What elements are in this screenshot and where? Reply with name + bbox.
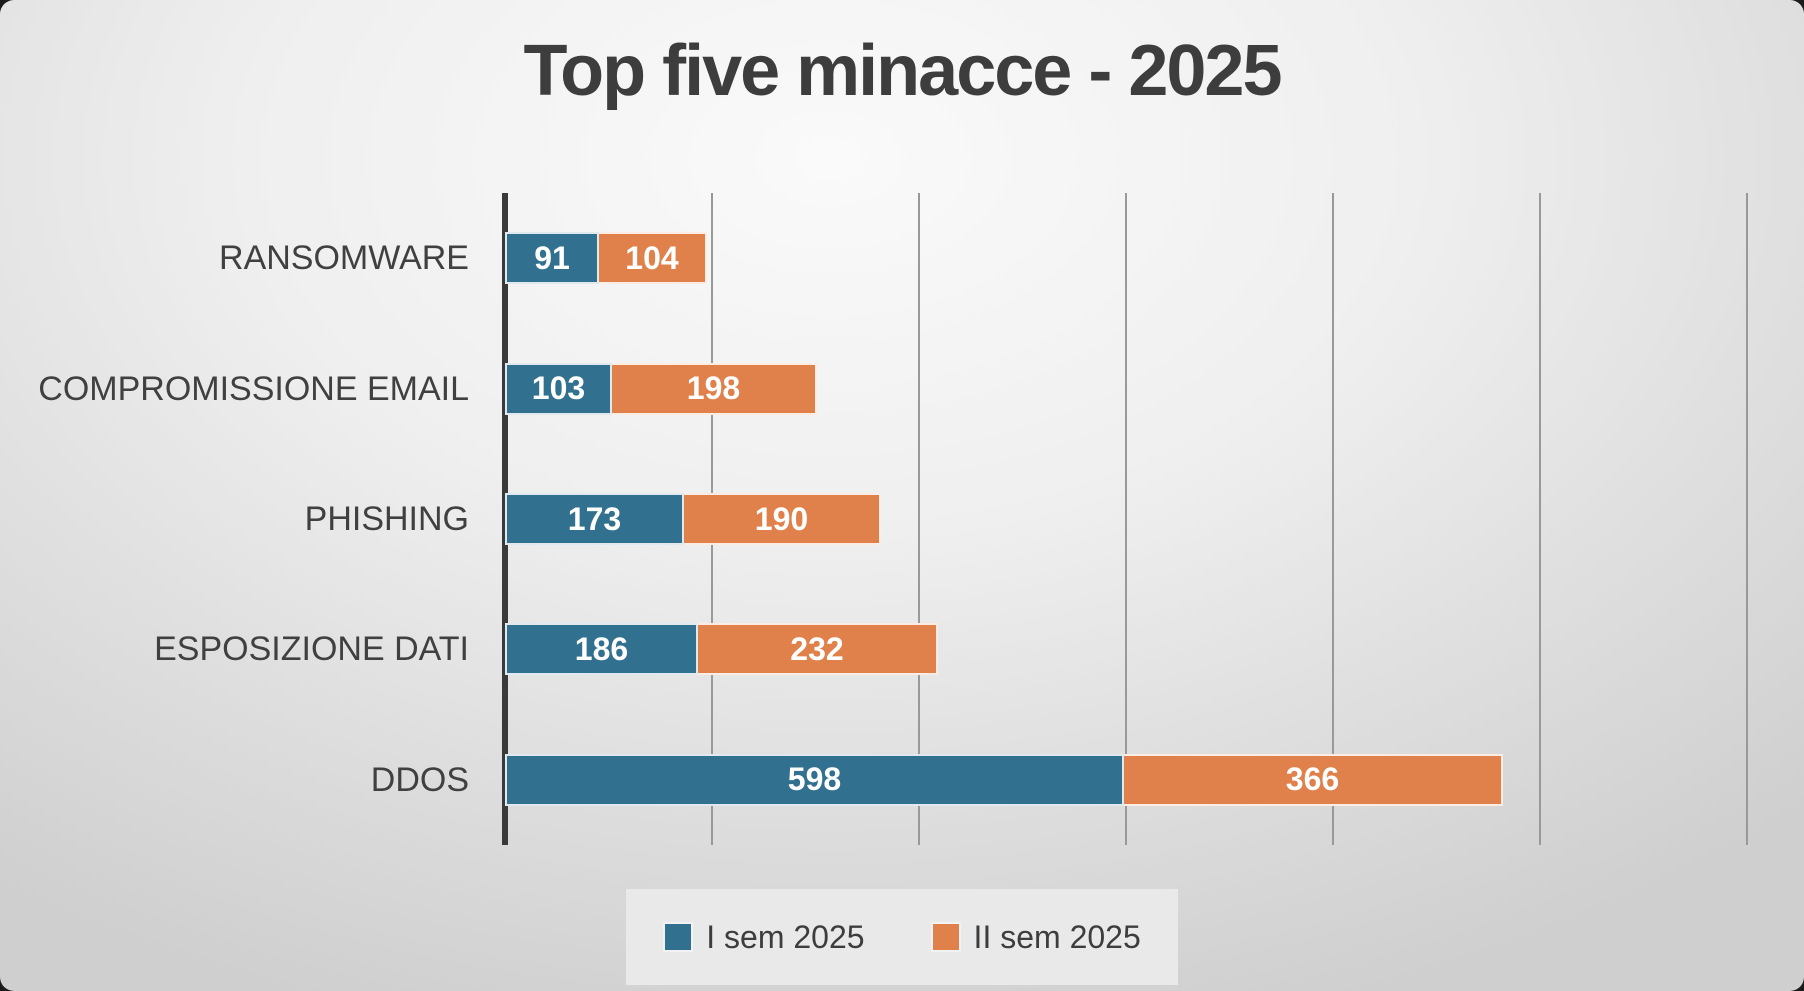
bar-segment: 186 [505,623,698,676]
bar-segment: 198 [612,362,817,415]
bar-row: 173 190 [505,493,881,545]
category-label: COMPROMISSIONE EMAIL [38,369,469,408]
bar-segment: 104 [599,232,707,285]
bar-segment: 173 [505,493,684,545]
plot-area: 91 104 103 198 173 190 186 232 598 366 [502,193,1760,845]
bar-segment: 366 [1124,753,1503,806]
bar-row: 186 232 [505,623,938,676]
legend-label-sem1: I sem 2025 [706,918,865,955]
chart-title: Top five minacce - 2025 [523,31,1282,111]
gridline [918,193,920,845]
gridline [1332,193,1334,845]
gridline [1539,193,1541,845]
category-label: ESPOSIZIONE DATI [154,630,469,669]
legend-item-sem2: II sem 2025 [930,918,1141,956]
category-label: RANSOMWARE [219,239,469,278]
category-label: DDOS [370,760,469,799]
bar-segment: 91 [505,232,599,285]
legend-swatch-sem2-icon [930,922,961,952]
bar-segment: 598 [505,753,1124,806]
legend-swatch-sem1-icon [663,922,694,952]
gridline [1746,193,1748,845]
bar-segment: 232 [698,623,938,676]
legend-label-sem2: II sem 2025 [973,918,1141,955]
gridline [1125,193,1127,845]
bar-row: 103 198 [505,362,817,415]
bar-segment: 190 [684,493,881,545]
bar-row: 598 366 [505,753,1503,806]
legend-item-sem1: I sem 2025 [663,918,865,956]
legend: I sem 2025 II sem 2025 [626,889,1178,985]
category-label: PHISHING [304,500,469,538]
bar-row: 91 104 [505,232,707,285]
category-labels: RANSOMWARE COMPROMISSIONE EMAIL PHISHING ES… [0,193,487,845]
bar-segment: 103 [505,362,612,415]
